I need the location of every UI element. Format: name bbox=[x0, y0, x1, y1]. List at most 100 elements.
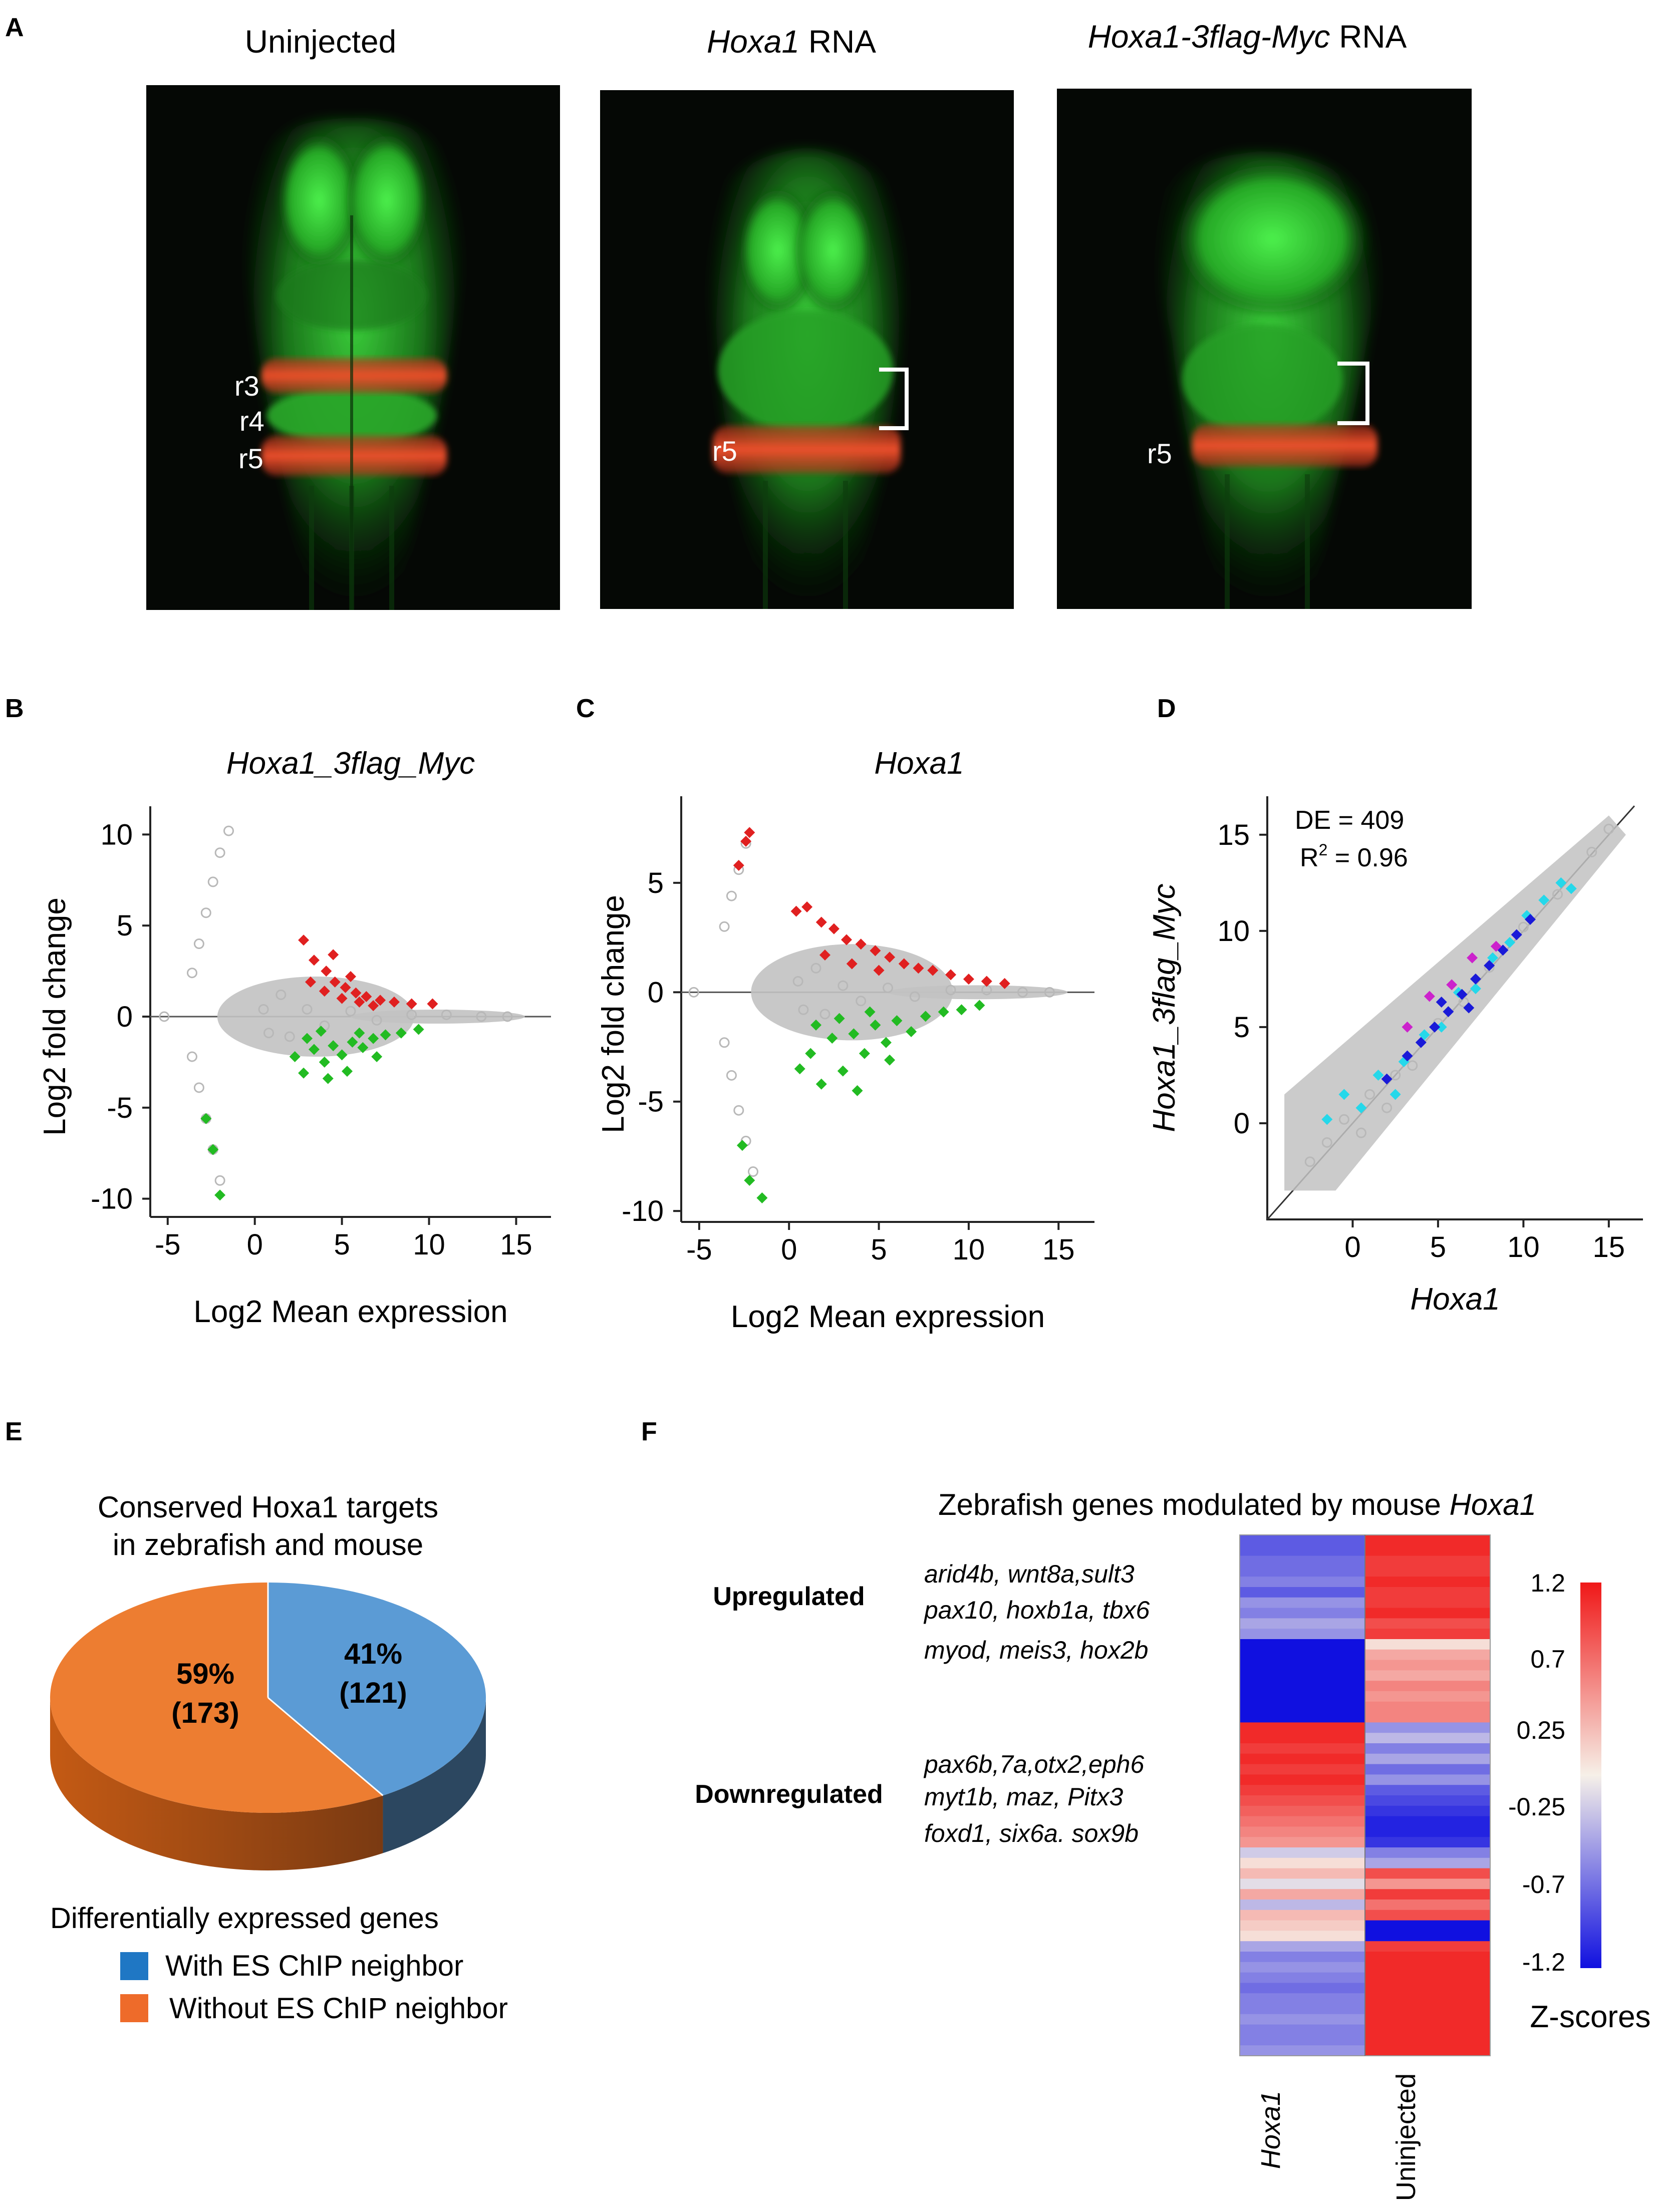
chart-d-r2-sup: 2 bbox=[1319, 841, 1328, 859]
chart-c-x-tick-label-3: 10 bbox=[953, 1233, 985, 1266]
chart-b-series-2-point-9 bbox=[380, 1029, 391, 1041]
pie-side-blue bbox=[383, 1698, 486, 1853]
chart-d-series-3-point-1 bbox=[1424, 991, 1435, 1002]
pie-side-orange bbox=[50, 1698, 383, 1870]
chart-b-y-tick-label-0: -10 bbox=[91, 1183, 133, 1215]
chart-b-series-2-point-20 bbox=[214, 1189, 226, 1201]
panel-label-f: F bbox=[641, 1417, 657, 1446]
heatmap-cell-42-1 bbox=[1365, 1972, 1490, 1983]
chart-b-series-1-point-17 bbox=[345, 971, 356, 982]
chart-b-series-0-point-8 bbox=[207, 876, 218, 887]
heatmap-cell-27-1 bbox=[1365, 1816, 1490, 1827]
chart-b-series-0-point-7 bbox=[200, 907, 211, 918]
chart-b-series-1-point-5 bbox=[350, 987, 362, 999]
heatmap-cell-31-1 bbox=[1365, 1857, 1490, 1869]
chart-c-series-1-point-13 bbox=[927, 965, 939, 976]
chart-d-series-0-point-14 bbox=[1603, 823, 1614, 834]
image-title-hoxa1-rna: Hoxa1 RNA bbox=[707, 24, 876, 60]
chart-c-series-2-point-13 bbox=[956, 1004, 967, 1016]
chart-d-y-tick-label-1: 5 bbox=[1234, 1011, 1250, 1044]
heatmap-cell-4-0 bbox=[1240, 1576, 1365, 1588]
chart-c-series-1-point-2 bbox=[733, 859, 744, 871]
chart-d-series-2-point-3 bbox=[1429, 1021, 1441, 1033]
chart-d-series-0-point-0 bbox=[1304, 1156, 1315, 1167]
chart-c-series-2-point-15 bbox=[810, 1019, 822, 1031]
chart-b-series-1-point-8 bbox=[388, 996, 400, 1008]
chart-c-series-1-point-6 bbox=[828, 923, 840, 934]
chart-b-series-2-point-6 bbox=[347, 1036, 358, 1048]
heatmap-cell-44-0 bbox=[1240, 1993, 1365, 2004]
heatmap-cell-26-1 bbox=[1365, 1805, 1490, 1817]
heatmap-cell-5-0 bbox=[1240, 1587, 1365, 1598]
chart-d-series-0-point-6 bbox=[1390, 1070, 1401, 1081]
chart-c-series-1-point-0 bbox=[740, 835, 752, 847]
legend-label-with: With ES ChIP neighbor bbox=[165, 1950, 463, 1982]
chart-b-x-tick-label-2: 5 bbox=[334, 1228, 350, 1261]
pie-slice-with bbox=[268, 1583, 486, 1796]
chart-b-series-1-point-16 bbox=[328, 949, 339, 961]
chart-d-x-tick-label-1: 5 bbox=[1430, 1231, 1446, 1263]
colorbar: 1.2 0.7 0.25 -0.25 -0.7 -1.2 Z-scores bbox=[1508, 1569, 1651, 2034]
pie-legend-title: Differentially expressed genes bbox=[50, 1902, 439, 1935]
colorbar-tick-3: -0.25 bbox=[1508, 1793, 1565, 1821]
bracket-hoxa1 bbox=[879, 368, 909, 430]
chart-b-series-2-point-2 bbox=[308, 1044, 320, 1055]
chart-b-series-2-point-11 bbox=[413, 1024, 424, 1035]
colorbar-tick-4: -0.7 bbox=[1522, 1870, 1565, 1899]
chart-b-series-0-point-9 bbox=[214, 847, 225, 858]
heatmap-cell-30-0 bbox=[1240, 1847, 1365, 1858]
heatmap-cell-8-1 bbox=[1365, 1618, 1490, 1629]
heatmap-cell-14-1 bbox=[1365, 1681, 1490, 1692]
chart-c-series-0-point-17 bbox=[909, 991, 920, 1002]
chart-c-series-2-point-8 bbox=[880, 1037, 892, 1048]
chart-c-x-tick-label-2: 5 bbox=[871, 1233, 887, 1266]
heatmap-cell-45-1 bbox=[1365, 2004, 1490, 2015]
colorbar-label: Z-scores bbox=[1530, 2000, 1650, 2034]
chart-c-series-0-point-0 bbox=[719, 921, 730, 932]
heatmap-cell-29-0 bbox=[1240, 1837, 1365, 1848]
chart-b-series-2-point-5 bbox=[336, 1049, 348, 1061]
chart-d-series-1-point-15 bbox=[1565, 883, 1577, 894]
heatmap-grid bbox=[1239, 1534, 1491, 2056]
heatmap-cell-47-1 bbox=[1365, 2024, 1490, 2035]
chart-c-series-2-point-21 bbox=[744, 1175, 755, 1186]
panel-label-b: B bbox=[5, 694, 24, 723]
heatmap-cell-3-0 bbox=[1240, 1566, 1365, 1577]
chart-b-y-tick-label-2: 0 bbox=[117, 1001, 133, 1033]
pie-label-with-count: (121) bbox=[339, 1677, 407, 1709]
legend-swatch-without bbox=[120, 1994, 148, 2022]
heatmap-cell-33-0 bbox=[1240, 1878, 1365, 1889]
group-label-downregulated: Downregulated bbox=[695, 1780, 883, 1809]
chart-c-series-2-point-0 bbox=[794, 1063, 805, 1075]
genes-up-1: arid4b, wnt8a,sult3 bbox=[924, 1560, 1135, 1588]
chart-b-series-1-point-1 bbox=[308, 955, 320, 966]
ma-plot-hoxa1-3flag-myc: Hoxa1_3flag_Myc -5 0 5 10 15 -10 -5 0 5 10 Log2 Mea… bbox=[38, 746, 551, 1329]
chart-c-series-2-point-18 bbox=[852, 1085, 863, 1096]
chart-c-point-cloud-tail bbox=[888, 985, 1068, 1000]
heatmap-cell-40-0 bbox=[1240, 1952, 1365, 1963]
heatmap-title: Zebrafish genes modulated by mouse Hoxa1 bbox=[938, 1488, 1536, 1521]
chart-d-y-tick-label-3: 15 bbox=[1217, 819, 1250, 851]
chart-c-y-tick-label-3: 5 bbox=[648, 867, 664, 899]
heatmap-cell-10-0 bbox=[1240, 1639, 1365, 1650]
chart-d-series-1-point-1 bbox=[1338, 1089, 1350, 1100]
heatmap-cell-6-1 bbox=[1365, 1597, 1490, 1609]
heatmap-cell-18-1 bbox=[1365, 1722, 1490, 1733]
chart-b-series-1-point-6 bbox=[361, 991, 372, 1002]
heatmap-cell-42-0 bbox=[1240, 1972, 1365, 1983]
chart-c-series-0-point-6 bbox=[733, 1105, 744, 1116]
chart-c-series-2-point-20 bbox=[736, 1140, 748, 1151]
colorbar-tick-0: 1.2 bbox=[1530, 1569, 1565, 1597]
chart-d-x-tick-label-3: 15 bbox=[1593, 1231, 1625, 1263]
chart-d-series-0-point-1 bbox=[1321, 1137, 1332, 1148]
heatmap-cell-26-0 bbox=[1240, 1805, 1365, 1817]
genes-down-2: myt1b, maz, Pitx3 bbox=[924, 1783, 1124, 1811]
chart-b-series-1-point-7 bbox=[375, 995, 386, 1006]
chart-b-series-2-point-0 bbox=[289, 1051, 301, 1062]
chart-d-r2-base: R bbox=[1300, 843, 1319, 872]
chart-d-series-0-point-12 bbox=[1552, 889, 1563, 900]
label-r3: r3 bbox=[234, 370, 259, 402]
heatmap-cell-24-1 bbox=[1365, 1785, 1490, 1796]
heatmap-cell-35-1 bbox=[1365, 1900, 1490, 1911]
